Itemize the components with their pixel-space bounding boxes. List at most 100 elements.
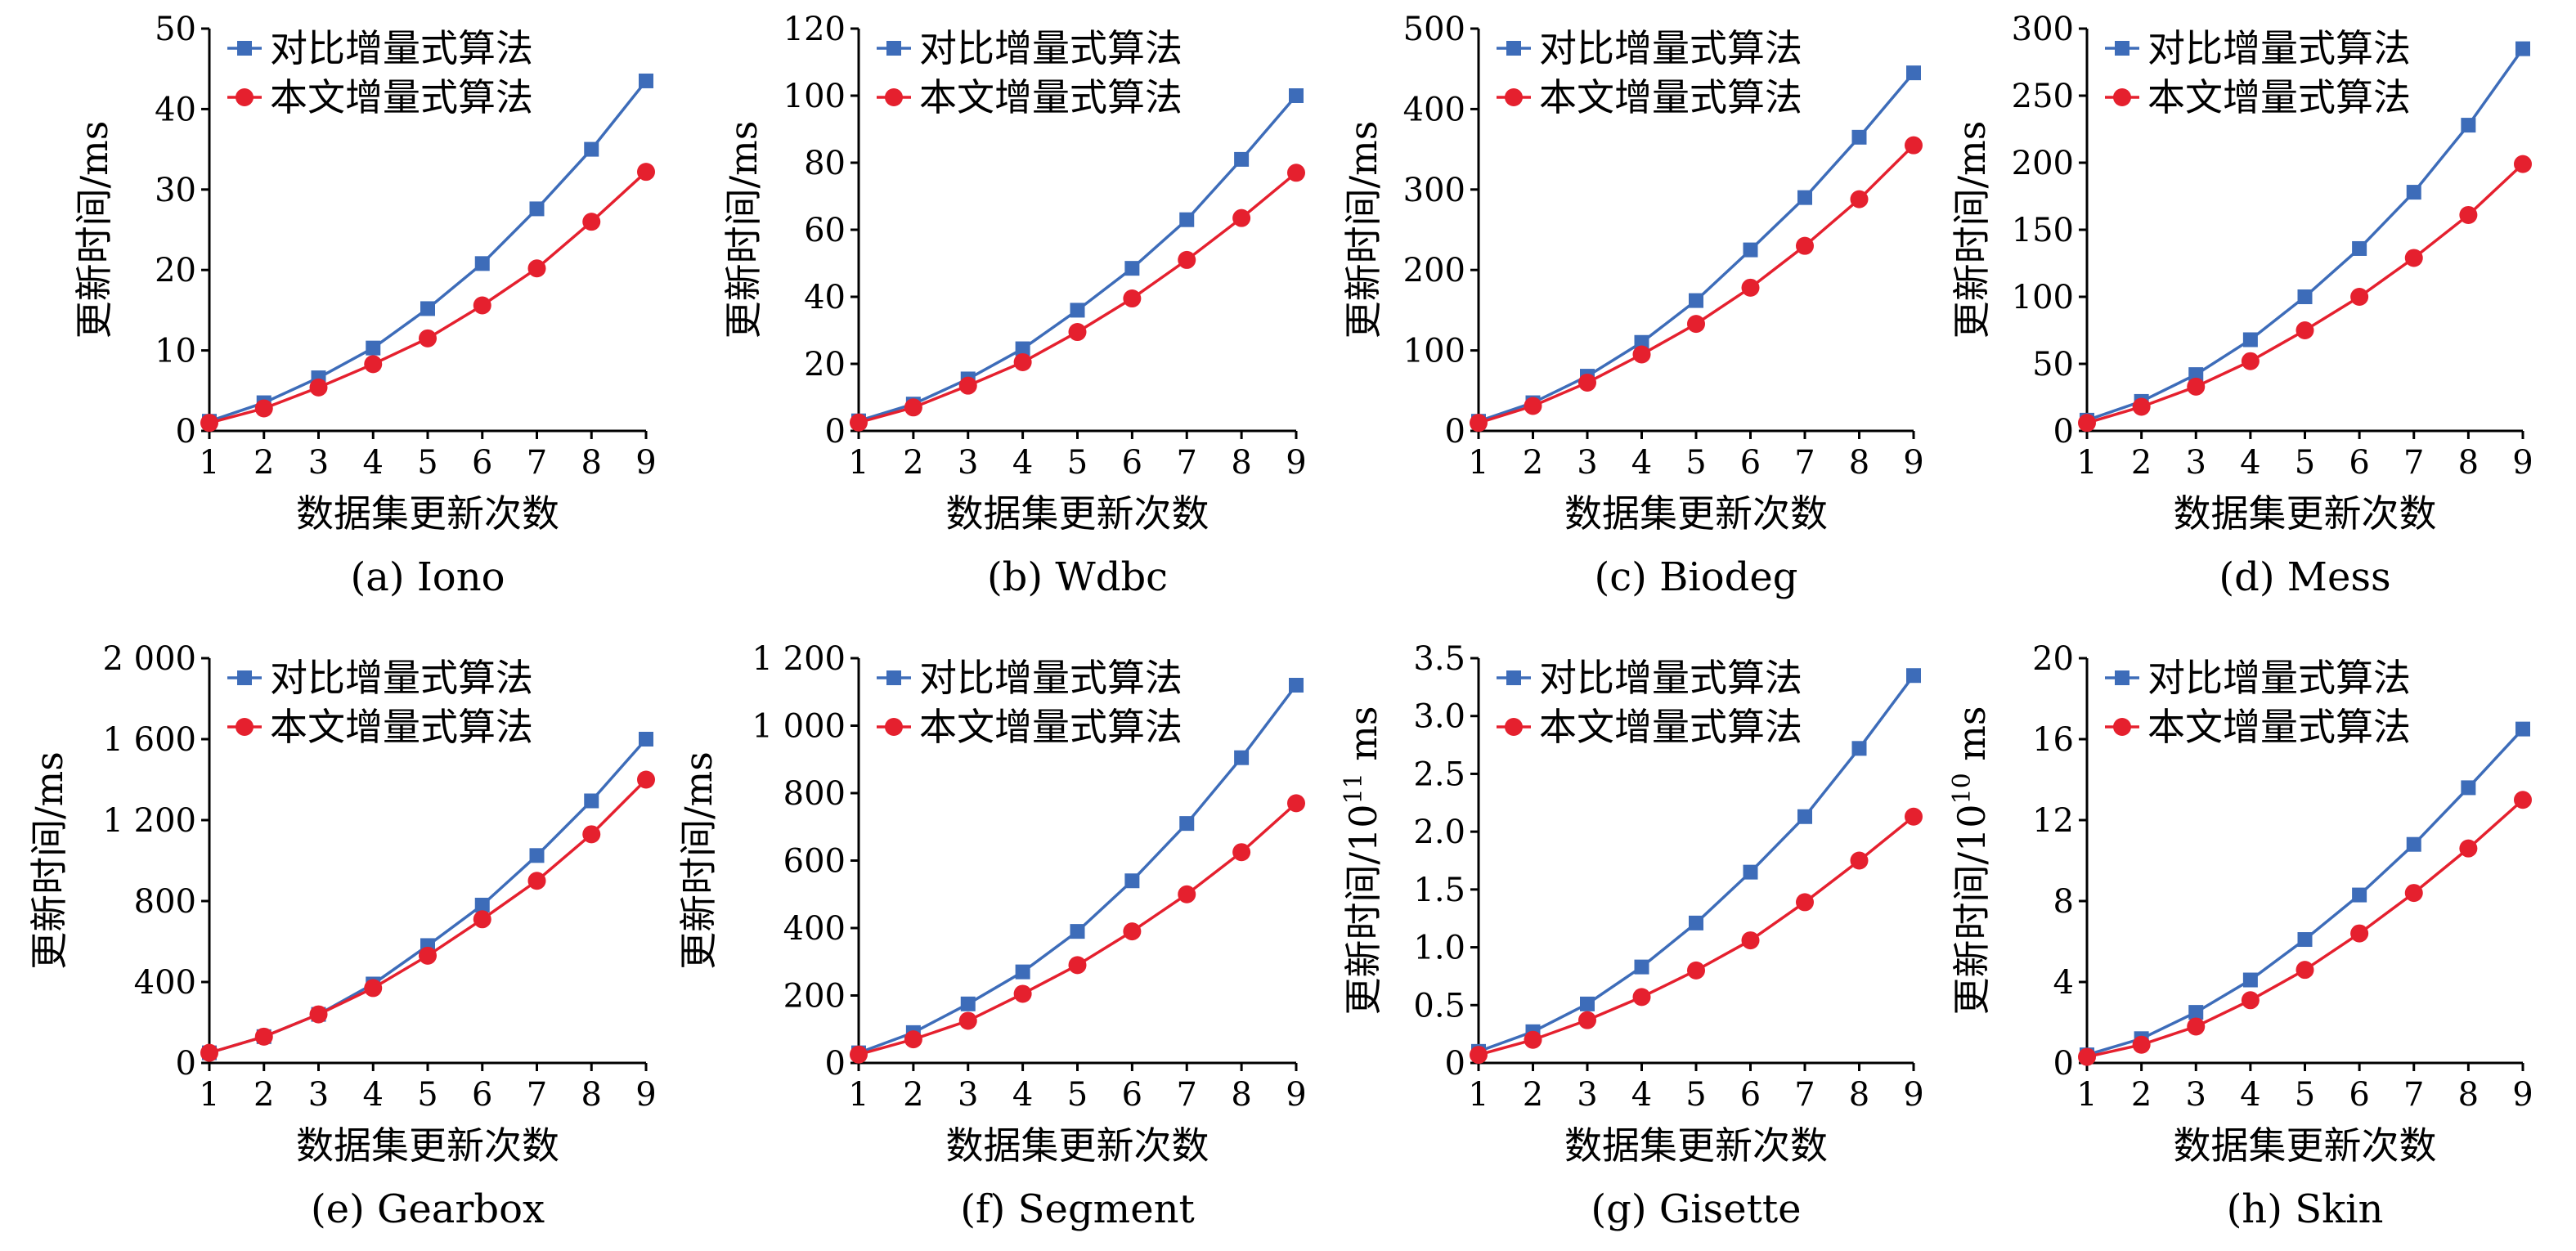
x-tick-label: 3: [2186, 444, 2206, 482]
legend-marker-circle: [885, 88, 903, 106]
data-point-circle: [2078, 414, 2096, 433]
x-tick-label: 7: [1177, 1076, 1197, 1114]
data-point-circle: [1232, 843, 1251, 862]
y-tick-label: 2 000: [102, 640, 196, 678]
x-tick-label: 8: [2458, 1076, 2479, 1114]
y-tick-label: 20: [2032, 640, 2074, 678]
x-tick-label: 6: [472, 444, 492, 482]
legend-label-2: 本文增量式算法: [919, 75, 1183, 119]
x-tick-label: 6: [2349, 1076, 2369, 1114]
data-point-circle: [364, 355, 383, 374]
data-point-square: [1743, 864, 1758, 880]
y-tick-label: 40: [155, 91, 196, 128]
chart-panel-1: 0 10 20 30 40 50 1 2 3 4 5 6 7 8 9 数据集更新次数 (a) Iono 更新时间/…: [72, 11, 657, 600]
y-axis-label-exponent: 10: [1948, 773, 1977, 804]
y-tick-label: 50: [155, 11, 196, 48]
y-tick-label: 0: [176, 1045, 196, 1083]
data-point-square: [1179, 816, 1195, 832]
y-tick-label: 0: [176, 413, 196, 451]
data-point-circle: [1013, 352, 1032, 371]
x-tick-label: 7: [1794, 444, 1815, 482]
data-point-square: [2406, 836, 2421, 852]
y-axis-label-text: 更新时间/ms: [1950, 121, 1994, 339]
data-point-circle: [254, 399, 273, 418]
data-point-square: [1797, 190, 1812, 205]
x-tick-label: 1: [199, 444, 219, 482]
legend-label-1: 对比增量式算法: [1539, 26, 1802, 70]
x-tick-label: 5: [1067, 444, 1088, 482]
data-point-circle: [2404, 249, 2423, 267]
data-point-circle: [309, 1005, 328, 1024]
y-axis-label-exponent: 11: [1340, 773, 1368, 804]
data-point-circle: [904, 1030, 922, 1049]
data-point-square: [529, 848, 545, 863]
x-tick-label: 1: [1468, 444, 1488, 482]
y-axis-label: 更新时间/ms: [27, 751, 71, 970]
data-point-circle: [1905, 807, 1923, 826]
data-point-square: [1743, 242, 1758, 258]
x-tick-label: 1: [199, 1076, 219, 1114]
x-tick-label: 2: [1523, 1076, 1543, 1114]
legend-marker-square: [886, 41, 901, 56]
x-tick-label: 6: [1740, 444, 1761, 482]
x-tick-label: 1: [1468, 1076, 1488, 1114]
y-tick-label: 40: [804, 279, 846, 316]
legend-marker-square: [2115, 670, 2129, 685]
legend-marker-circle: [2113, 718, 2131, 736]
data-point-square: [1906, 668, 1921, 684]
series-line-2: [209, 170, 648, 424]
data-point-circle: [1068, 323, 1087, 342]
y-axis-label-unit: ms: [1341, 706, 1385, 773]
legend-marker-square: [237, 670, 252, 685]
data-point-circle: [2459, 205, 2478, 224]
series-line-1: [858, 94, 1298, 423]
data-point-square: [420, 301, 435, 316]
y-tick-label: 1 600: [102, 721, 196, 759]
x-tick-label: 3: [1577, 444, 1597, 482]
y-tick-label: 2.5: [1413, 756, 1465, 793]
x-tick-label: 6: [1740, 1076, 1761, 1114]
y-axis-label: 更新时间/ms: [1950, 121, 1994, 339]
data-point-square: [1070, 924, 1085, 939]
data-point-square: [2406, 185, 2421, 200]
y-tick-label: 1 200: [102, 802, 196, 840]
data-point-square: [2515, 41, 2530, 56]
data-point-circle: [200, 414, 218, 433]
y-tick-label: 8: [2053, 883, 2074, 921]
data-point-square: [2352, 240, 2367, 256]
data-point-square: [1797, 809, 1812, 824]
x-tick-label: 9: [635, 1076, 656, 1114]
data-point-circle: [1687, 315, 1705, 334]
legend-marker-circle: [1505, 88, 1523, 106]
x-tick-label: 6: [1122, 1076, 1142, 1114]
series-line-1: [1478, 71, 1915, 423]
x-tick-label: 3: [308, 1076, 329, 1114]
x-tick-label: 4: [363, 1076, 384, 1114]
data-point-circle: [527, 872, 546, 890]
y-axis-label-text: 更新时间/10: [1341, 805, 1385, 1016]
y-axis-label: 更新时间/ms: [72, 121, 116, 339]
data-point-square: [2461, 118, 2476, 133]
y-tick-label: 3.5: [1413, 640, 1465, 678]
x-tick-label: 4: [1631, 1076, 1652, 1114]
data-point-circle: [1470, 414, 1488, 433]
data-point-circle: [904, 398, 922, 417]
y-tick-label: 100: [2012, 279, 2074, 316]
x-tick-label: 7: [2403, 1076, 2424, 1114]
y-tick-label: 300: [1403, 172, 1465, 209]
x-tick-label: 7: [527, 444, 547, 482]
x-tick-label: 8: [1231, 1076, 1251, 1114]
data-point-circle: [1905, 136, 1923, 155]
panel-caption: (d) Mess: [2219, 554, 2390, 600]
legend-label-1: 对比增量式算法: [270, 656, 533, 700]
data-point-circle: [1632, 345, 1651, 364]
x-tick-label: 9: [2512, 444, 2533, 482]
y-axis-label: 更新时间/ms: [721, 121, 765, 339]
data-point-square: [1289, 678, 1304, 693]
data-point-square: [1179, 212, 1195, 227]
x-tick-label: 1: [2076, 1076, 2097, 1114]
y-tick-label: 4: [2053, 964, 2074, 1002]
y-tick-label: 60: [804, 212, 846, 249]
x-tick-label: 4: [1012, 444, 1033, 482]
